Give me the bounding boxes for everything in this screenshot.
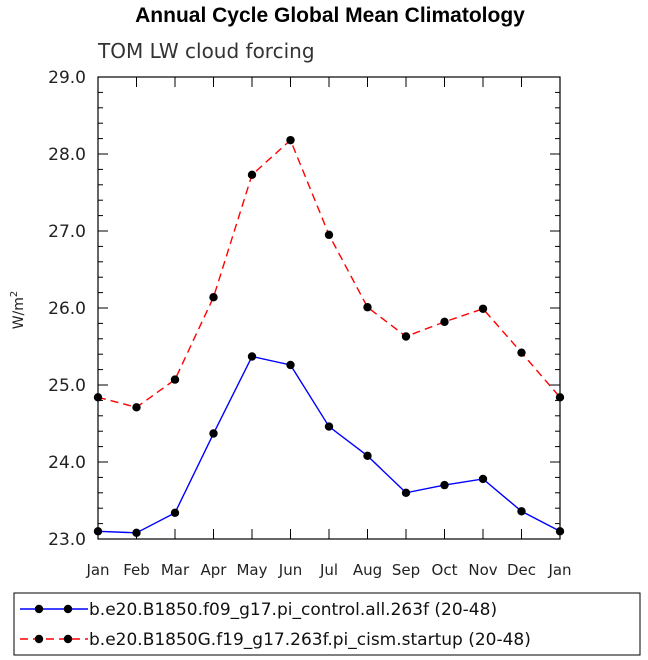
y-axis-label-superscript: 2 (9, 291, 20, 297)
x-tick-label: Aug (353, 561, 382, 579)
series-2-point (517, 348, 526, 357)
x-tick-label: Oct (432, 561, 458, 579)
plot-frame (97, 76, 561, 540)
x-tick-label: Jun (278, 561, 302, 579)
series-1-point (132, 528, 141, 538)
series-line-2 (97, 138, 561, 409)
y-tick-label: 28.0 (48, 145, 86, 165)
legend-box (13, 592, 641, 656)
series-1-point (555, 527, 565, 536)
y-axis-label-base: W/m (11, 297, 27, 329)
legend-marker-2 (34, 634, 44, 644)
y-tick-label: 29.0 (48, 68, 86, 88)
y-axis-label: W/m2 (9, 291, 27, 330)
x-tick-label: Dec (507, 561, 536, 579)
series-1-point (440, 480, 449, 490)
x-tick-label: Jan (547, 561, 571, 579)
chart-title: Annual Cycle Global Mean Climatology (135, 4, 525, 27)
legend-label-1: b.e20.B1850.f09_g17.pi_control.all.263f … (89, 600, 497, 620)
series-2-point (286, 135, 295, 145)
series-1-point (286, 360, 295, 370)
y-tick-label: 23.0 (48, 530, 86, 550)
x-tick-label: Jan (85, 561, 109, 579)
series-2-point (440, 317, 449, 327)
series-2-point (363, 303, 372, 312)
series-2-point (247, 170, 257, 179)
legend-label-2: b.e20.B1850G.f19_g17.263f.pi_cism.startu… (89, 630, 531, 650)
series-2-point (555, 393, 565, 402)
series-1-point (478, 474, 488, 484)
legend-marker-2 (63, 634, 73, 644)
series-2-point (132, 403, 141, 412)
series-line-1 (97, 355, 561, 534)
chart-subtitle: TOM LW cloud forcing (97, 39, 315, 63)
y-tick-label: 26.0 (48, 299, 86, 319)
series-1-point (363, 451, 372, 461)
x-tick-label: Sep (392, 561, 420, 579)
x-tick-label: May (236, 561, 267, 579)
series-1-point (247, 352, 257, 361)
series-2-point (478, 304, 488, 313)
series-1-point (93, 527, 103, 536)
series-1-point (517, 507, 526, 516)
y-tick-label: 24.0 (48, 453, 86, 473)
series-1-point (324, 422, 334, 431)
series-1-point (401, 488, 411, 497)
y-tick-label: 27.0 (48, 222, 86, 242)
legend-marker-1 (34, 604, 44, 614)
series-2-point (401, 332, 411, 341)
series-2-point (324, 230, 334, 240)
x-tick-label: Apr (201, 561, 228, 579)
x-tick-label: Jul (319, 561, 338, 579)
series-2-point (93, 393, 103, 402)
y-tick-label: 25.0 (48, 376, 86, 396)
series-1-point (209, 429, 218, 438)
series-1-point (170, 508, 180, 518)
legend-marker-1 (63, 604, 73, 614)
x-tick-label: Mar (161, 561, 190, 579)
x-tick-label: Feb (123, 561, 150, 579)
series-2-point (209, 293, 218, 302)
series-2-point (170, 375, 180, 384)
x-tick-label: Nov (468, 561, 497, 579)
